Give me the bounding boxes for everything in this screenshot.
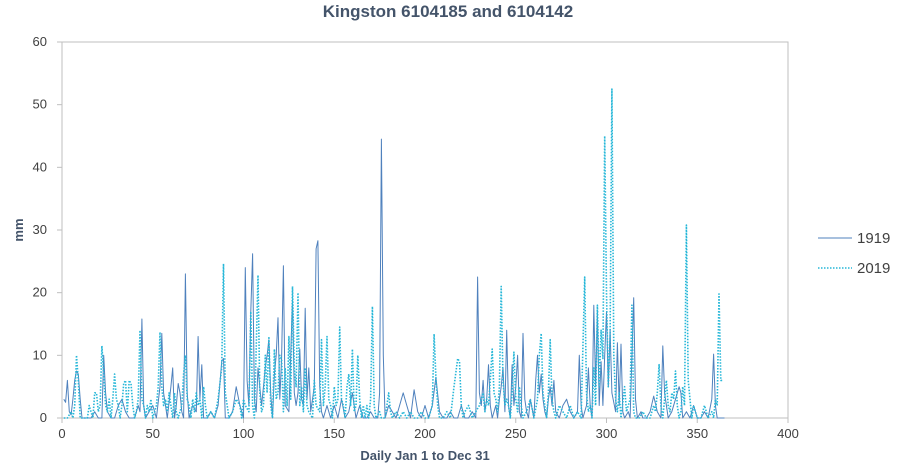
series-layer <box>63 88 725 419</box>
y-tick-label-4: 40 <box>33 159 47 174</box>
series-line-2019 <box>63 88 723 419</box>
y-tick-label-5: 50 <box>33 97 47 112</box>
x-tick-label-7: 250 <box>505 426 527 441</box>
x-tick-label-1: 100 <box>233 426 255 441</box>
x-tick-label-0: 0 <box>58 426 65 441</box>
x-tick-label-5: 50 <box>146 426 160 441</box>
y-tick-label-6: 60 <box>33 34 47 49</box>
legend-label-1919: 1919 <box>857 230 890 247</box>
plot-frame <box>61 41 789 419</box>
x-tick-label-4: 400 <box>777 426 799 441</box>
series-line-1919 <box>63 138 725 419</box>
x-axis-title: Daily Jan 1 to Dec 31 <box>360 448 489 463</box>
y-tick-label-1: 10 <box>33 347 47 362</box>
y-axis-ticks: 0 10 20 30 40 50 60 <box>33 34 62 425</box>
legend-label-2019: 2019 <box>857 260 890 277</box>
y-tick-label-3: 30 <box>33 222 47 237</box>
x-tick-label-3: 300 <box>596 426 618 441</box>
x-tick-label-8: 350 <box>686 426 708 441</box>
legend: 1919 2019 <box>818 230 890 277</box>
x-tick-label-2: 200 <box>414 426 436 441</box>
y-axis-title: mm <box>11 218 26 241</box>
x-tick-label-6: 150 <box>323 426 345 441</box>
plot-area: 0 10 20 30 40 50 60 0 100 200 300 400 50 150 250 350 <box>33 34 799 441</box>
x-axis-ticks: 0 100 200 300 400 50 150 250 350 <box>58 418 799 441</box>
y-tick-label-2: 20 <box>33 285 47 300</box>
y-tick-label-0: 0 <box>40 410 47 425</box>
chart-title: Kingston 6104185 and 6104142 <box>323 2 573 21</box>
